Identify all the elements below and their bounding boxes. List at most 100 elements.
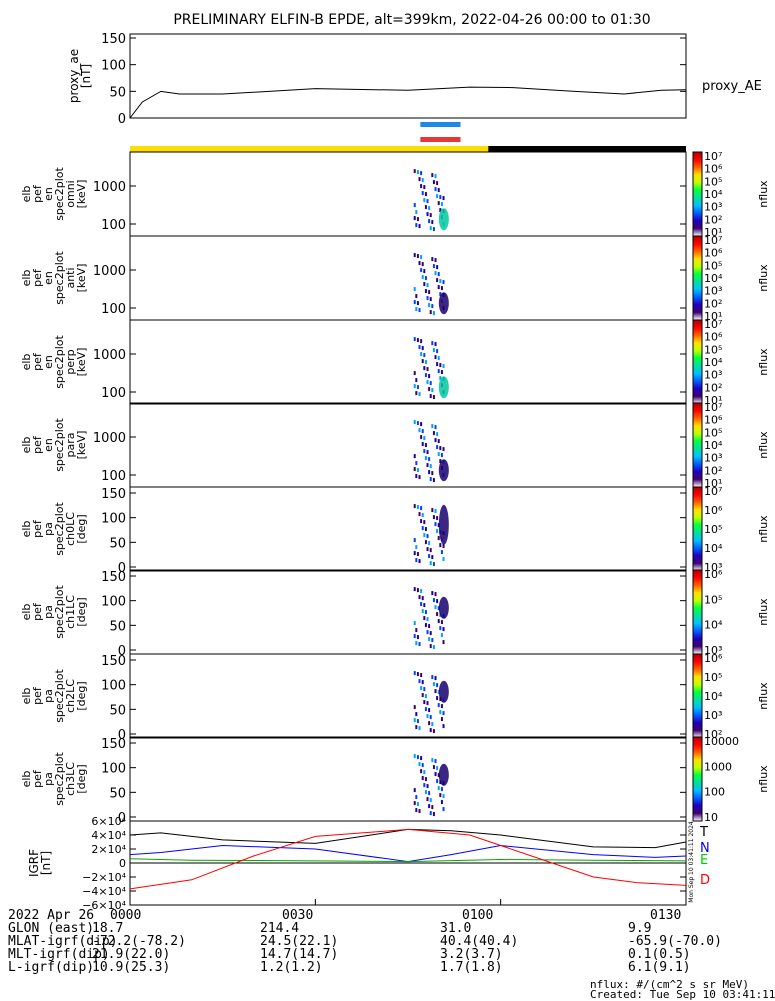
spectrogram-pixel: [416, 588, 419, 593]
spectrogram-pixel: [434, 605, 437, 610]
spectrogram-pixel: [420, 171, 423, 176]
spec-panel-label: elb: [20, 186, 33, 203]
spectrogram-pixel: [442, 280, 445, 285]
ephemeris-value: 24.5(22.1): [260, 934, 339, 949]
spectrogram-pixel: [428, 290, 431, 295]
igrf-ytick-label: 4×10⁴: [91, 829, 126, 842]
spectrogram-pixel: [413, 504, 416, 509]
spectrogram-pixel: [432, 180, 435, 185]
spectrogram-core: [438, 680, 449, 703]
spec-ytick-label: 150: [101, 654, 126, 669]
spec-panel-label: pef: [31, 352, 44, 371]
spectrogram-pixel: [437, 272, 440, 277]
spectrogram-pixel: [431, 257, 434, 262]
spec-ytick-label: 50: [109, 619, 126, 634]
spec-panel-label: en: [42, 438, 55, 452]
spectrogram-pixel: [413, 253, 416, 258]
proxy-ytick-label: 150: [101, 32, 126, 47]
spec-panel-label: para: [64, 433, 77, 458]
ephemeris-value: 6.1(9.1): [628, 960, 691, 975]
spectrogram-pixel: [418, 595, 421, 600]
spectrogram-pixel: [420, 519, 423, 524]
spectrogram-pixel: [426, 367, 429, 372]
colorbar-tick-label: 10⁵: [704, 523, 722, 536]
colorbar: [692, 235, 703, 321]
spectrogram-pixel: [442, 627, 445, 632]
spectrogram-pixel: [432, 682, 435, 687]
spec-panel-label: [deg]: [75, 764, 88, 793]
spectrogram-pixel: [416, 170, 419, 175]
proxy-ytick-label: 0: [118, 112, 126, 127]
spectrogram-core: [438, 504, 449, 545]
spectrogram-pixel: [442, 447, 445, 452]
spectrogram-pixel: [428, 804, 431, 809]
spectrogram-pixel: [413, 634, 416, 639]
spectrogram-pixel: [432, 598, 435, 603]
spectrogram-pixel: [436, 181, 439, 186]
ephemeris-value: 14.7(14.7): [260, 947, 339, 962]
colorbar-tick-label: 10⁵: [704, 593, 722, 606]
spectrogram-pixel: [426, 617, 429, 622]
spectrogram-pixel: [434, 676, 437, 681]
spectrogram-pixel: [415, 712, 418, 717]
spec-panel-label: elb: [20, 354, 33, 371]
colorbar-tick-label: 10⁷: [704, 401, 722, 414]
spectrogram-pixel: [432, 395, 435, 400]
spectrogram-pixel: [413, 371, 416, 376]
proxy-ylabel: [nT]: [79, 64, 93, 88]
spectrogram-pixel: [416, 254, 419, 259]
spec-panel-label: [keV]: [75, 348, 88, 377]
spectrogram-pixel: [423, 185, 426, 190]
spectrogram-pixel: [437, 773, 440, 778]
spectrogram-pixel: [436, 516, 439, 521]
spectrogram-pixel: [439, 793, 442, 798]
spectrogram-pixel: [440, 800, 443, 805]
spectrogram-pixel: [423, 449, 426, 454]
spec-panel-label: ch2LC: [64, 679, 77, 713]
spectrogram-pixel: [442, 794, 445, 799]
spec-panel-label: spec2plot: [53, 335, 66, 389]
spectrogram-pixel: [418, 679, 421, 684]
proxy-ytick-label: 100: [101, 59, 126, 74]
colorbar-tick-label: 10⁶: [704, 568, 723, 581]
proxy-ytick-label: 50: [109, 85, 126, 100]
igrf-ytick-label: 6×10⁴: [91, 815, 126, 828]
spectrogram-pixel: [432, 515, 435, 520]
spec-panel-label: [deg]: [75, 597, 88, 626]
spectrogram-pixel: [424, 707, 427, 712]
spectrogram-pixel: [429, 631, 432, 636]
spectrogram-pixel: [428, 457, 431, 462]
colorbar-tick-label: 10⁴: [704, 619, 723, 632]
side-stamp: Mon Sep 10 03:41:11 2024: [688, 821, 695, 903]
spectrogram-pixel: [440, 286, 443, 291]
spectrogram-pixel: [413, 467, 416, 472]
spectrogram-pixel: [421, 776, 424, 781]
colorbar-tick-label: 10⁷: [704, 234, 722, 247]
colorbar-tick-label: 10²: [704, 464, 722, 477]
spectrogram-pixel: [421, 763, 424, 768]
spectrogram-pixel: [423, 366, 426, 371]
spec-panel-label: ch3LC: [64, 762, 77, 796]
spectrogram-pixel: [428, 470, 431, 475]
spec-panel-frame: [129, 569, 687, 655]
spec-ytick-label: 50: [109, 536, 126, 551]
spec-panel-frame: [129, 319, 687, 405]
colorbar-label: nflux: [757, 598, 770, 626]
spec-panel-label: pa: [42, 522, 55, 536]
proxy-ae-panel: 150 100 50 0 proxy_ae[nT] proxy_AE: [67, 32, 762, 127]
colorbar-tick-label: 10⁶: [704, 414, 723, 427]
spectrogram-pixel: [415, 628, 418, 633]
spectrogram-pixel: [439, 208, 442, 213]
spectrogram-pixel: [437, 188, 440, 193]
spectrogram-pixel: [431, 555, 434, 560]
spec-ytick-label: 100: [101, 302, 126, 317]
spectrogram-pixel: [413, 587, 416, 592]
spec-ytick-label: 1000: [93, 348, 126, 363]
spec-panel-label: omni: [64, 180, 77, 207]
spec-ytick-label: 100: [101, 595, 126, 610]
spec-ytick-label: 1000: [93, 180, 126, 195]
spectrogram-pixel: [424, 790, 427, 795]
spectrogram-pixel: [420, 268, 423, 273]
ephemeris-value: 10.9(25.3): [92, 960, 171, 975]
spectrogram-pixel: [415, 461, 418, 466]
